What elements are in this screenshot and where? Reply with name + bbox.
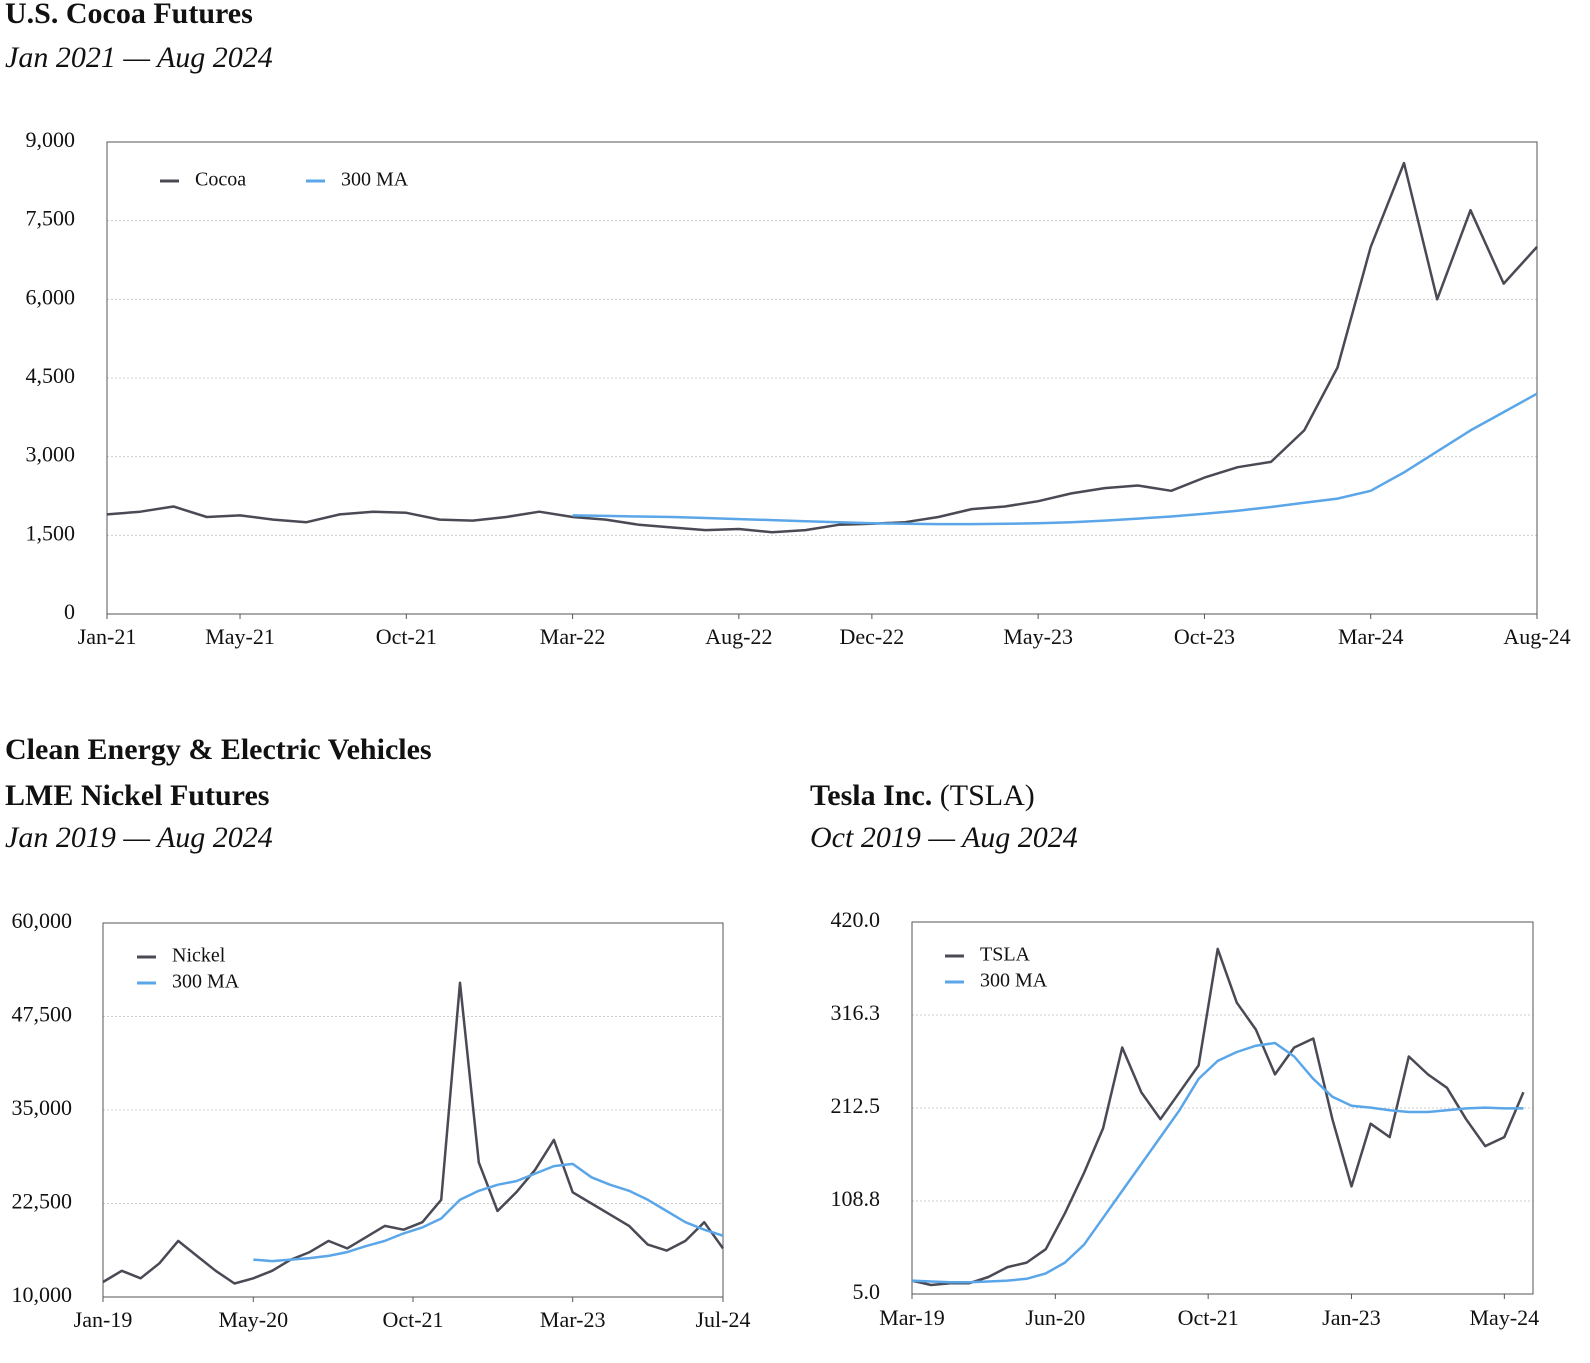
y-tick-label: 5.0 <box>853 1279 881 1304</box>
x-tick-label: Oct-21 <box>376 624 437 649</box>
x-tick-label: Aug-22 <box>705 624 772 649</box>
legend-label: TSLA <box>980 944 1031 966</box>
y-tick-label: 9,000 <box>26 127 76 152</box>
chart-subtitle: Jan 2019 — Aug 2024 <box>5 821 273 854</box>
data-line <box>572 392 1538 526</box>
y-tick-label: 22,500 <box>12 1189 73 1214</box>
legend-label: Cocoa <box>195 169 246 191</box>
plot-frame <box>102 922 724 1298</box>
title-main: Tesla Inc. <box>810 779 932 812</box>
x-tick-label: May-23 <box>1003 624 1073 649</box>
x-tick-label: Jul-24 <box>696 1307 751 1332</box>
legend-label: Nickel <box>172 945 226 967</box>
y-tick-label: 316.3 <box>831 1000 881 1025</box>
y-tick-label: 420.0 <box>831 907 881 932</box>
legend-label: 300 MA <box>341 169 409 191</box>
x-tick-label: Jun-20 <box>1025 1305 1085 1330</box>
x-tick-label: Mar-19 <box>879 1305 945 1330</box>
chart-title: U.S. Cocoa Futures <box>5 0 253 30</box>
y-tick-label: 0 <box>64 599 75 624</box>
chart-title: LME Nickel Futures <box>5 779 269 812</box>
data-line <box>911 1041 1524 1284</box>
y-tick-label: 60,000 <box>12 908 73 933</box>
x-tick-label: Jan-19 <box>74 1307 133 1332</box>
y-tick-label: 4,500 <box>26 363 76 388</box>
section-title: Clean Energy & Electric Vehicles <box>5 733 432 766</box>
y-tick-label: 1,500 <box>26 520 76 545</box>
data-line <box>911 947 1525 1287</box>
data-line <box>106 161 1538 534</box>
chart-subtitle: Jan 2021 — Aug 2024 <box>5 41 273 74</box>
x-tick-label: Mar-24 <box>1338 624 1404 649</box>
x-tick-label: Aug-24 <box>1503 624 1570 649</box>
x-tick-label: Oct-21 <box>382 1307 443 1332</box>
y-tick-label: 3,000 <box>26 442 76 467</box>
y-tick-label: 10,000 <box>12 1282 73 1307</box>
x-tick-label: Oct-23 <box>1174 624 1235 649</box>
data-line <box>253 1162 724 1263</box>
data-line <box>102 981 725 1285</box>
legend-label: 300 MA <box>980 970 1048 992</box>
title-main: U.S. Cocoa Futures <box>5 0 253 30</box>
plot-frame <box>106 141 1538 615</box>
x-tick-label: Oct-21 <box>1178 1305 1239 1330</box>
x-tick-label: Jan-21 <box>78 624 137 649</box>
x-tick-label: May-20 <box>218 1307 288 1332</box>
y-tick-label: 7,500 <box>26 206 76 231</box>
x-tick-label: Mar-23 <box>540 1307 606 1332</box>
x-tick-label: May-21 <box>205 624 275 649</box>
y-tick-label: 212.5 <box>831 1093 881 1118</box>
legend-label: 300 MA <box>172 971 240 993</box>
y-tick-label: 108.8 <box>831 1186 881 1211</box>
x-tick-label: Jan-23 <box>1322 1305 1381 1330</box>
x-tick-label: May-24 <box>1470 1305 1540 1330</box>
y-tick-label: 6,000 <box>26 284 76 309</box>
chart-title: Tesla Inc. (TSLA) <box>810 779 1035 812</box>
chart-subtitle: Oct 2019 — Aug 2024 <box>810 821 1078 854</box>
y-tick-label: 35,000 <box>12 1095 73 1120</box>
x-tick-label: Dec-22 <box>840 624 905 649</box>
plot-frame <box>911 921 1534 1295</box>
title-main: LME Nickel Futures <box>5 779 269 812</box>
x-tick-label: Mar-22 <box>540 624 606 649</box>
title-suffix: (TSLA) <box>940 779 1035 812</box>
y-tick-label: 47,500 <box>12 1002 73 1027</box>
